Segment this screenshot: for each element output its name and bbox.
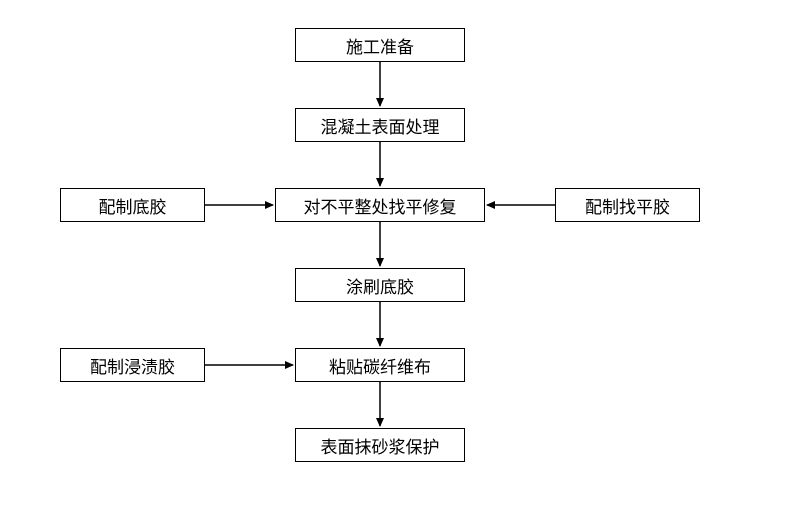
node-label: 涂刷底胶	[346, 273, 414, 298]
node-carbon-fiber: 粘贴碳纤维布	[295, 348, 465, 382]
node-leveling: 对不平整处找平修复	[275, 188, 485, 222]
node-impregnation-glue: 配制浸渍胶	[60, 348, 205, 382]
node-mortar-protect: 表面抹砂浆保护	[295, 428, 465, 462]
node-leveling-glue: 配制找平胶	[555, 188, 700, 222]
node-label: 配制浸渍胶	[90, 353, 175, 378]
node-label: 配制找平胶	[585, 193, 670, 218]
node-primer: 涂刷底胶	[295, 268, 465, 302]
node-label: 施工准备	[346, 33, 414, 58]
node-primer-glue: 配制底胶	[60, 188, 205, 222]
node-prep: 施工准备	[295, 28, 465, 62]
node-label: 对不平整处找平修复	[304, 193, 457, 218]
node-label: 配制底胶	[99, 193, 167, 218]
node-label: 粘贴碳纤维布	[329, 353, 431, 378]
node-surface: 混凝土表面处理	[295, 108, 465, 142]
node-label: 表面抹砂浆保护	[321, 433, 440, 458]
node-label: 混凝土表面处理	[321, 113, 440, 138]
